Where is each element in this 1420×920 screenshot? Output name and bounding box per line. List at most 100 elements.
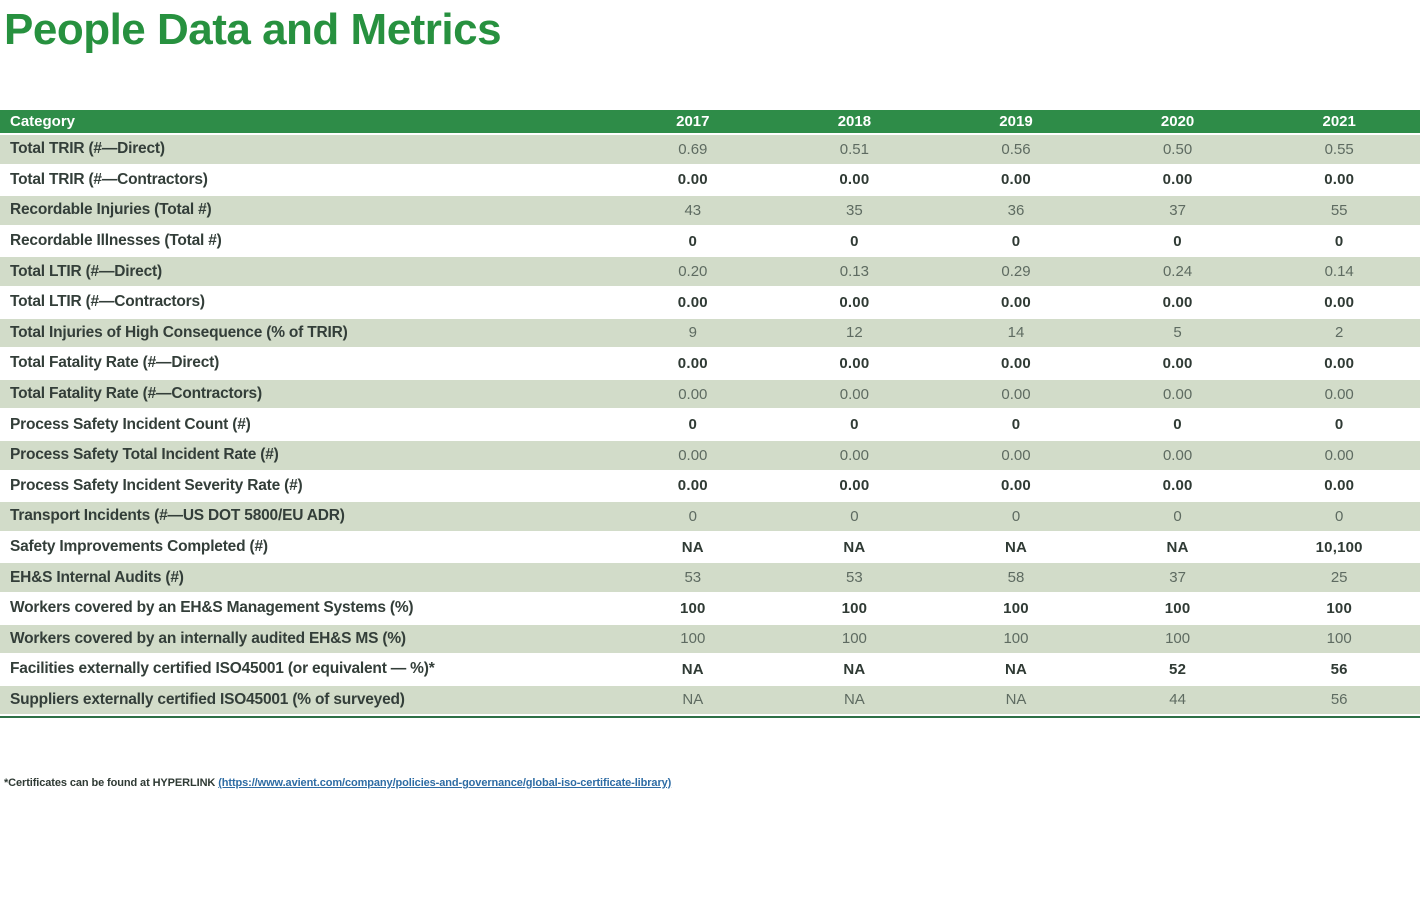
cell-value: 100 (935, 625, 1097, 656)
table-row: EH&S Internal Audits (#) 53 53 58 37 25 (0, 563, 1420, 594)
cell-value: 0.00 (1258, 288, 1420, 319)
cell-value: 0.00 (935, 380, 1097, 411)
cell-value: 0.00 (612, 349, 774, 380)
cell-value: 0 (935, 502, 1097, 533)
cell-value: 0.00 (773, 472, 936, 503)
column-header-year: 2020 (1096, 110, 1259, 135)
cell-value: 0.00 (935, 166, 1097, 197)
cell-value: 0.00 (1096, 349, 1259, 380)
row-label: Transport Incidents (#—US DOT 5800/EU AD… (0, 502, 612, 533)
cell-value: 0.20 (612, 257, 774, 288)
cell-value: NA (612, 686, 774, 717)
cell-value: 0.00 (773, 166, 936, 197)
cell-value: 0.55 (1258, 135, 1420, 166)
cell-value: 56 (1258, 655, 1420, 686)
cell-value: NA (1096, 533, 1259, 564)
cell-value: 0 (1096, 227, 1259, 258)
column-header-year: 2018 (773, 110, 936, 135)
table-row: Workers covered by an EH&S Management Sy… (0, 593, 1420, 625)
cell-value: 0 (612, 502, 774, 533)
cell-value: 100 (1258, 625, 1420, 656)
cell-value: 0 (935, 227, 1097, 258)
cell-value: 9 (612, 319, 774, 350)
cell-value: 0.00 (1258, 472, 1420, 503)
cell-value: 0 (773, 227, 936, 258)
row-label: Total Fatality Rate (#—Direct) (0, 349, 612, 380)
cell-value: 0 (1096, 410, 1259, 441)
table-row: Total TRIR (#—Direct) 0.69 0.51 0.56 0.50 0.5… (0, 135, 1420, 166)
cell-value: 37 (1096, 196, 1259, 227)
cell-value: 0.00 (1258, 380, 1420, 411)
cell-value: 0 (612, 227, 774, 258)
cell-value: 0.00 (935, 441, 1097, 472)
column-header-category: Category (0, 110, 612, 135)
cell-value: NA (935, 655, 1097, 686)
cell-value: 0.29 (935, 257, 1097, 288)
cell-value: 0 (773, 410, 936, 441)
row-label: Total TRIR (#—Contractors) (0, 166, 612, 197)
cell-value: 12 (773, 319, 936, 350)
cell-value: 100 (1258, 594, 1420, 625)
cell-value: NA (773, 655, 936, 686)
cell-value: 0.00 (1096, 441, 1259, 472)
cell-value: 52 (1096, 655, 1259, 686)
row-label: Total LTIR (#—Direct) (0, 257, 612, 288)
cell-value: 0.14 (1258, 257, 1420, 288)
row-label: Recordable Illnesses (Total #) (0, 227, 612, 258)
cell-value: 0.00 (935, 472, 1097, 503)
cell-value: 0.00 (612, 288, 774, 319)
cell-value: 58 (935, 563, 1097, 594)
page-title: People Data and Metrics (4, 5, 502, 54)
cell-value: 0.51 (773, 135, 936, 166)
cell-value: 0.00 (612, 472, 774, 503)
table-row: Total TRIR (#—Contractors) 0.00 0.00 0.00 0.… (0, 165, 1420, 197)
cell-value: 0.24 (1096, 257, 1259, 288)
column-header-year: 2019 (935, 110, 1097, 135)
cell-value: 2 (1258, 319, 1420, 350)
row-label: Process Safety Incident Count (#) (0, 410, 612, 441)
cell-value: 53 (612, 563, 774, 594)
table-row: Process Safety Incident Severity Rate (#… (0, 471, 1420, 503)
row-label: Total Fatality Rate (#—Contractors) (0, 380, 612, 411)
cell-value: 0 (1258, 410, 1420, 441)
cell-value: 53 (773, 563, 936, 594)
cell-value: 0.69 (612, 135, 774, 166)
metrics-table: Category 2017 2018 2019 2020 2021 Total TRIR… (0, 110, 1420, 719)
row-label: Total Injuries of High Consequence (% of… (0, 319, 612, 350)
cell-value: 0 (1258, 502, 1420, 533)
footnote-link[interactable]: (https://www.avient.com/company/policies… (218, 777, 672, 789)
cell-value: 0.00 (1258, 166, 1420, 197)
table-row: Total Injuries of High Consequence (% of… (0, 318, 1420, 350)
cell-value: 0.00 (612, 441, 774, 472)
row-label: Process Safety Total Incident Rate (#) (0, 441, 612, 472)
table-row: Recordable Illnesses (Total #) 0 0 0 0 0 (0, 226, 1420, 258)
table-row: Total Fatality Rate (#—Contractors) 0.00 0… (0, 379, 1420, 411)
table-header-row: Category 2017 2018 2019 2020 2021 (0, 110, 1420, 135)
cell-value: 100 (1096, 625, 1259, 656)
cell-value: 0 (1096, 502, 1259, 533)
table-row: Recordable Injuries (Total #) 43 35 36 37 55 (0, 196, 1420, 227)
cell-value: 0.00 (1258, 441, 1420, 472)
column-header-year: 2017 (612, 110, 774, 135)
row-label: Suppliers externally certified ISO45001 … (0, 686, 612, 717)
cell-value: 0.50 (1096, 135, 1259, 166)
row-label: Total TRIR (#—Direct) (0, 135, 612, 166)
cell-value: 100 (1096, 594, 1259, 625)
cell-value: 0.00 (612, 380, 774, 411)
row-label: Total LTIR (#—Contractors) (0, 288, 612, 319)
cell-value: 10,100 (1258, 533, 1420, 564)
cell-value: 56 (1258, 686, 1420, 717)
table-row: Safety Improvements Completed (#) NA NA NA N… (0, 532, 1420, 564)
cell-value: 0.00 (935, 349, 1097, 380)
cell-value: 0.00 (1096, 166, 1259, 197)
table-row: Total Fatality Rate (#—Direct) 0.00 0.00 0.… (0, 349, 1420, 380)
cell-value: 0 (1258, 227, 1420, 258)
cell-value: 100 (773, 594, 936, 625)
cell-value: 0.13 (773, 257, 936, 288)
cell-value: 100 (612, 594, 774, 625)
table-row: Process Safety Total Incident Rate (#) 0.… (0, 440, 1420, 472)
cell-value: NA (773, 686, 936, 717)
row-label: Recordable Injuries (Total #) (0, 196, 612, 227)
table-row: Workers covered by an internally audited… (0, 624, 1420, 656)
footnote-text: *Certificates can be found at HYPERLINK (4, 777, 219, 789)
